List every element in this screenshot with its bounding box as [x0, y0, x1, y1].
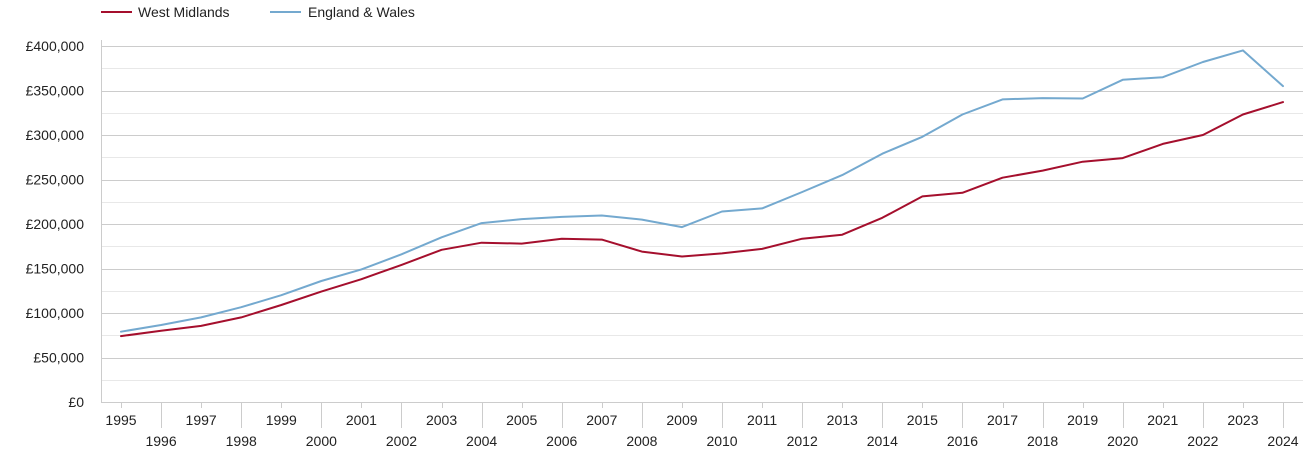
x-tick-label: 2012: [787, 433, 818, 449]
x-tick-label: 1999: [266, 412, 297, 428]
y-tick-label: £350,000: [26, 83, 85, 99]
y-tick-label: £0: [68, 394, 84, 410]
y-tick-label: £200,000: [26, 216, 85, 232]
legend-item-england-wales[interactable]: England & Wales: [270, 4, 415, 20]
x-tick-label: 2010: [706, 433, 737, 449]
x-tick-label: 2024: [1267, 433, 1298, 449]
series-line-west-midlands: [120, 101, 1284, 338]
x-tick-label: 1995: [105, 412, 136, 428]
x-tick-label: 2000: [306, 433, 337, 449]
y-axis: £0 £50,000 £100,000 £150,000 £200,000 £250,00…: [26, 38, 85, 410]
y-tick-label: £150,000: [26, 261, 85, 277]
x-tick-label: 2009: [666, 412, 697, 428]
y-tick-label: £250,000: [26, 172, 85, 188]
x-tick-label: 2011: [747, 412, 777, 428]
x-tick-label: 2004: [466, 433, 497, 449]
x-tick-label: 2002: [386, 433, 417, 449]
x-tick-label: 2021: [1147, 412, 1178, 428]
x-tick-label: 2007: [586, 412, 617, 428]
x-tick-label: 2014: [867, 433, 898, 449]
legend: West Midlands England & Wales: [101, 4, 415, 20]
x-tick-label: 2018: [1027, 433, 1058, 449]
x-tick-label: 2022: [1187, 433, 1218, 449]
x-tick-label: 2020: [1107, 433, 1138, 449]
x-tick-label: 2013: [827, 412, 858, 428]
x-tick-label: 1998: [226, 433, 257, 449]
y-tick-label: £100,000: [26, 305, 85, 321]
y-tick-label: £400,000: [26, 38, 85, 54]
series-line-england-wales: [120, 49, 1284, 333]
x-tick-label: 2016: [947, 433, 978, 449]
x-tick-label: 2008: [626, 433, 657, 449]
x-tick-label: 2001: [346, 412, 377, 428]
series-lines: [120, 49, 1284, 338]
grid-lines: [101, 40, 1303, 403]
x-tick-label: 1997: [186, 412, 217, 428]
legend-label-west-midlands: West Midlands: [138, 4, 230, 20]
x-tick-label: 2019: [1067, 412, 1098, 428]
x-tick-label: 2023: [1227, 412, 1258, 428]
y-tick-label: £50,000: [33, 350, 84, 366]
legend-item-west-midlands[interactable]: West Midlands: [101, 4, 230, 20]
legend-label-england-wales: England & Wales: [308, 4, 415, 20]
x-tick-label: 2006: [546, 433, 577, 449]
x-axis: 1995 1996 1997 1998 1999 2000 2001 2002 2003 2004…: [105, 402, 1299, 449]
x-tick-label: 2017: [987, 412, 1018, 428]
y-tick-label: £300,000: [26, 127, 85, 143]
x-tick-label: 2003: [426, 412, 457, 428]
x-tick-label: 2005: [506, 412, 537, 428]
x-tick-label: 2015: [907, 412, 938, 428]
x-tick-label: 1996: [145, 433, 176, 449]
